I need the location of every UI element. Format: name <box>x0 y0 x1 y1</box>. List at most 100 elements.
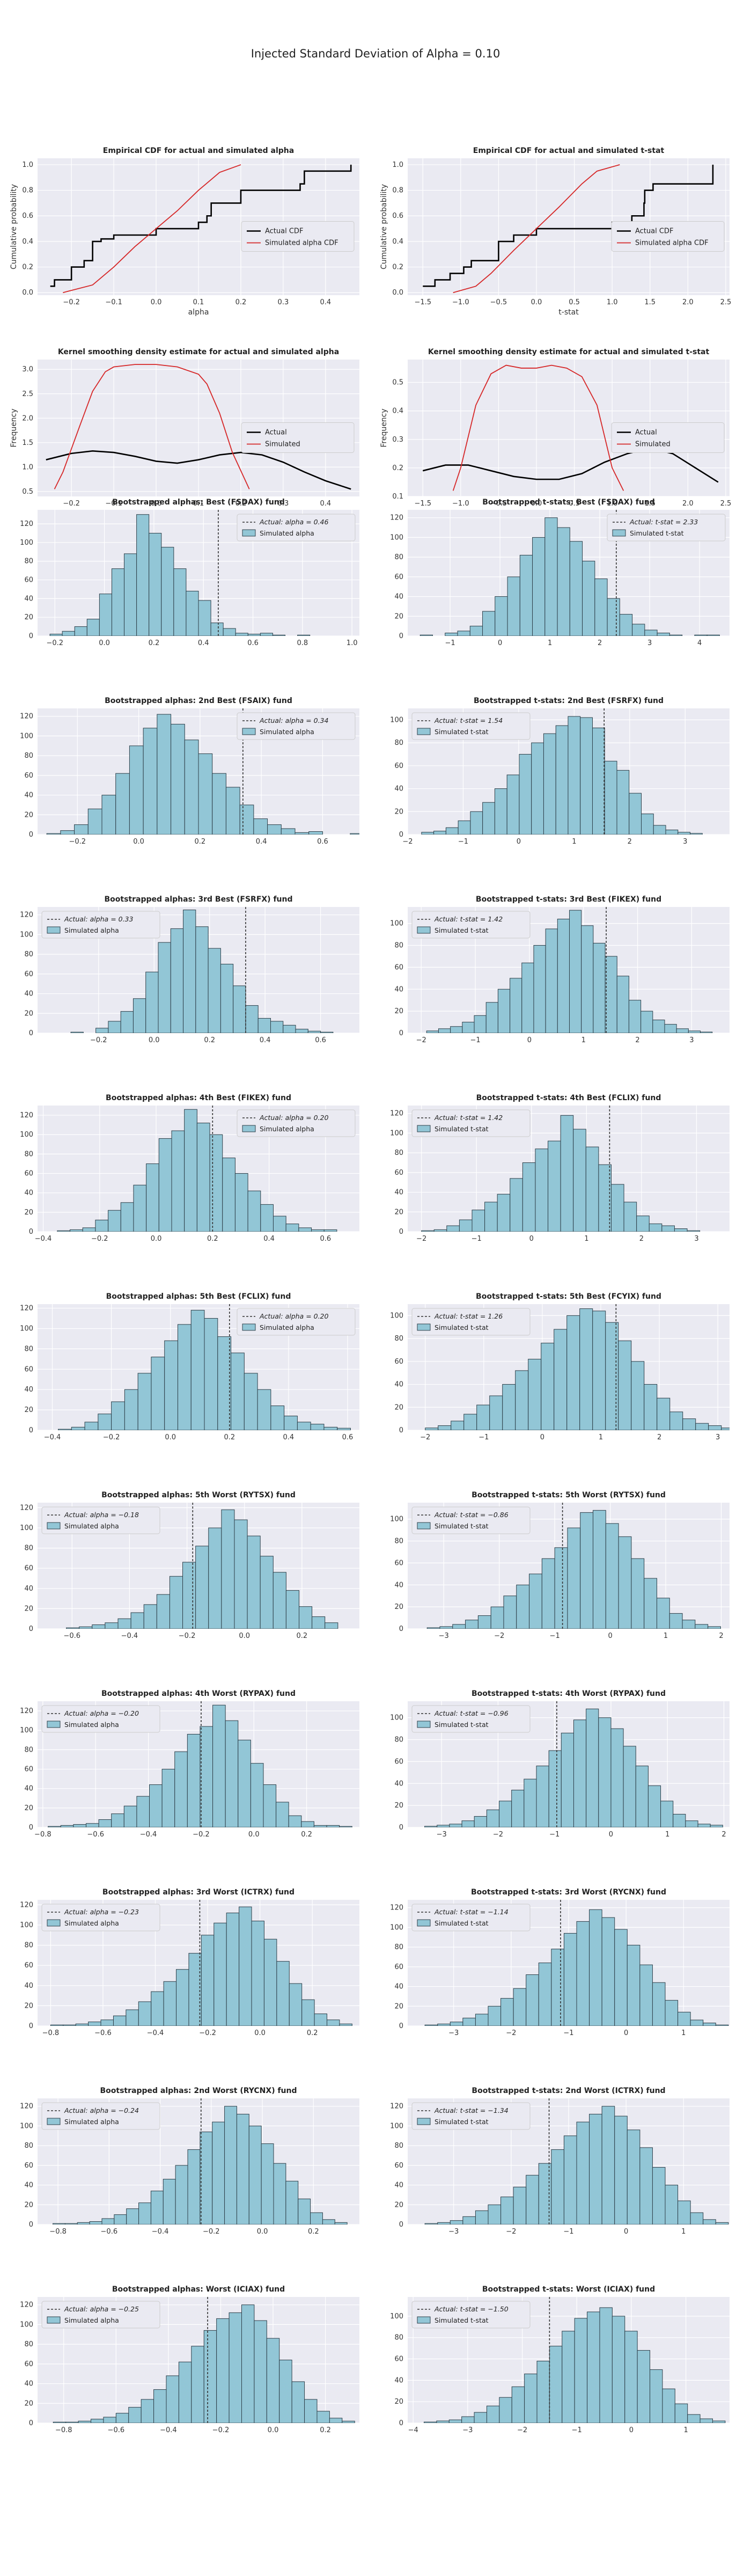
histogram-bar <box>592 1311 606 1430</box>
histogram-bar <box>63 2024 76 2026</box>
histogram-bar <box>291 2381 305 2423</box>
x-tick-label: 0.8 <box>297 639 308 647</box>
histogram-bar <box>276 1802 289 1827</box>
x-tick-label: 0 <box>517 838 521 846</box>
histogram-bar <box>589 1909 602 2026</box>
histogram-bar <box>688 1030 701 1033</box>
histogram-bar <box>138 2202 151 2224</box>
legend-label: Simulated alpha <box>64 1721 119 1729</box>
histogram-bar <box>465 1620 478 1629</box>
y-tick-label: 20 <box>394 808 403 816</box>
histogram-bar <box>618 1340 632 1430</box>
y-tick-label: 0.8 <box>22 187 33 195</box>
chart-panel-7: −0.2 0.0 0.2 0.4 0.6 0 20 40 60 80 100 120 Bootstrap… <box>20 697 359 846</box>
histogram-bar <box>195 1546 209 1629</box>
x-tick-label: −2 <box>416 1235 426 1243</box>
histogram-bar <box>436 2420 450 2423</box>
legend-box <box>241 221 355 252</box>
legend: Actual: t-stat = −0.86 Simulated t-stat <box>411 1506 531 1534</box>
y-tick-label: 120 <box>390 1904 403 1912</box>
histogram-bar <box>342 2420 355 2423</box>
y-tick-label: 20 <box>24 2201 33 2209</box>
histogram-bar <box>601 1917 615 2026</box>
legend-box <box>611 422 725 453</box>
histogram-bar <box>593 1510 606 1629</box>
legend-label: Simulated t-stat <box>435 1125 489 1133</box>
y-tick-label: 0 <box>399 1625 403 1633</box>
histogram-bar <box>325 1622 338 1629</box>
x-tick-label: 0.6 <box>342 1433 354 1441</box>
y-axis-label: Frequency <box>10 408 18 447</box>
histogram-bar <box>46 833 61 835</box>
histogram-bar <box>279 2360 292 2423</box>
chart-title: Bootstrapped t-stats: Worst (ICIAX) fund <box>482 2285 655 2294</box>
histogram-bar <box>82 1227 96 1232</box>
histogram-bar <box>48 1826 61 1827</box>
histogram-bar <box>323 1229 337 1232</box>
legend: Actual: t-stat = −1.34 Simulated t-stat <box>411 2102 531 2130</box>
histogram-bar <box>164 1340 178 1430</box>
chart-panel-23: −0.8 −0.6 −0.4 −0.2 0.0 0.2 0 20 40 60 80 100 120 Boo… <box>20 2285 359 2434</box>
x-tick-label: −1.5 <box>414 500 431 508</box>
x-tick-label: 0.3 <box>278 298 289 306</box>
histogram-bar <box>276 1961 290 2026</box>
histogram-bar <box>511 1790 525 1827</box>
histogram-bar <box>610 1184 624 1232</box>
legend: Actual: alpha = −0.23 Simulated alpha <box>41 1904 160 1931</box>
histogram-bar <box>541 1558 555 1629</box>
legend: Actual CDF Simulated alpha CDF <box>611 221 725 252</box>
x-tick-label: 0.6 <box>317 838 328 846</box>
legend-label: Actual <box>635 429 657 437</box>
histogram-bar <box>198 753 213 835</box>
histogram-bar <box>486 1809 500 1827</box>
histogram-bar <box>298 1227 312 1232</box>
legend-label: Simulated t-stat <box>435 1522 489 1530</box>
histogram-bar <box>548 1750 562 1827</box>
x-tick-label: 0.2 <box>149 639 160 647</box>
histogram-bar <box>128 2407 142 2423</box>
y-tick-label: 0 <box>29 1029 33 1037</box>
y-tick-label: 100 <box>390 1516 403 1524</box>
histogram-bar <box>234 1519 248 1629</box>
histogram-bar <box>212 773 226 835</box>
y-tick-label: 100 <box>20 931 33 939</box>
x-tick-label: 0.4 <box>263 1235 275 1243</box>
legend-label: Actual: alpha = −0.18 <box>64 1511 139 1519</box>
histogram-bar <box>153 2389 167 2423</box>
y-tick-label: 60 <box>394 1169 403 1177</box>
x-tick-label: 4 <box>697 639 702 647</box>
y-tick-label: 40 <box>394 1780 403 1788</box>
plot-content <box>49 510 311 636</box>
chart-title: Bootstrapped alphas: 2nd Worst (RYCNX) f… <box>100 2087 297 2095</box>
x-tick-label: 0.0 <box>151 500 162 508</box>
histogram-bar <box>450 2022 463 2026</box>
histogram-bar <box>490 1606 504 1629</box>
histogram-bar <box>486 2405 500 2423</box>
y-tick-label: 60 <box>24 970 33 978</box>
histogram-bar <box>150 2191 164 2224</box>
histogram-bar <box>555 725 569 835</box>
y-tick-label: 120 <box>20 1504 33 1512</box>
legend-box <box>237 514 356 541</box>
x-tick-label: 1 <box>664 1632 668 1640</box>
histogram-bar <box>289 1983 303 2026</box>
histogram-bar <box>499 1801 512 1827</box>
legend: Actual Simulated <box>611 422 725 453</box>
histogram-bar <box>586 1708 599 1827</box>
histogram-bar <box>115 2413 129 2423</box>
histogram-bar <box>263 1938 277 2026</box>
histogram-bar <box>563 2135 577 2224</box>
chart-panel-8: −2 −1 0 1 2 3 0 20 40 60 80 100 Bootstrapped t-stats… <box>390 697 730 846</box>
histogram-bar <box>706 634 720 636</box>
histogram-bar <box>66 1627 80 1629</box>
chart-title: Bootstrapped t-stats: 5th Worst (RYTSX) … <box>472 1491 666 1499</box>
y-tick-label: 100 <box>390 920 403 928</box>
legend-label: Actual: t-stat = −1.50 <box>434 2305 509 2313</box>
histogram-bar <box>216 2318 230 2423</box>
legend-swatch <box>417 1125 431 1132</box>
chart-panel-19: −0.8 −0.6 −0.4 −0.2 0.0 0.2 0 20 40 60 80 100 120 Boo… <box>20 1888 359 2037</box>
histogram-bar <box>298 2198 311 2224</box>
y-tick-label: 0 <box>29 632 33 640</box>
histogram-bar <box>166 2375 179 2423</box>
